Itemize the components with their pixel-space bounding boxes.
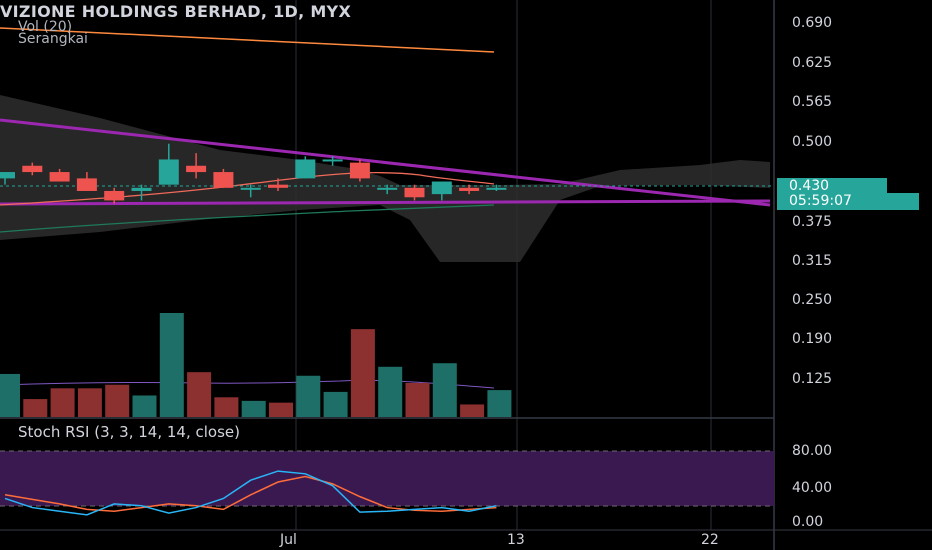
candlesticks	[0, 143, 507, 204]
volume-bar[interactable]	[159, 313, 184, 417]
candle-body[interactable]	[22, 165, 43, 173]
candle-body[interactable]	[131, 187, 152, 191]
volume-bar[interactable]	[405, 382, 430, 417]
candle-body[interactable]	[240, 187, 261, 190]
volume-bar[interactable]	[0, 373, 20, 417]
candle-body[interactable]	[186, 165, 207, 173]
stoch-tick: 80.00	[792, 443, 833, 459]
price-tick: 0.250	[792, 292, 833, 308]
volume-bar[interactable]	[432, 363, 457, 417]
price-tick: 0.690	[792, 15, 833, 31]
orange-trendline	[0, 27, 495, 53]
candle-body[interactable]	[486, 187, 507, 190]
candle-body[interactable]	[158, 159, 179, 185]
descending-trendline	[0, 118, 771, 207]
stoch-rsi-lines	[4, 470, 497, 516]
volume-bar[interactable]	[50, 388, 75, 417]
volume-bar[interactable]	[105, 384, 130, 417]
candle-body[interactable]	[404, 187, 425, 198]
candle-body[interactable]	[431, 181, 452, 195]
volume-bar[interactable]	[487, 390, 512, 417]
volume-bar[interactable]	[323, 391, 348, 417]
time-tick-13: 13	[507, 532, 525, 548]
candle-body[interactable]	[322, 159, 343, 162]
stoch-d-line	[4, 475, 497, 512]
stoch-tick: 40.00	[792, 480, 833, 496]
price-tick: 0.190	[792, 331, 833, 347]
price-tick: 0.125	[792, 371, 833, 387]
volume-bar[interactable]	[241, 400, 266, 417]
stoch-k-line	[4, 470, 497, 516]
volume-legend[interactable]: Vol (20)	[18, 19, 73, 35]
stoch-tick: 0.00	[792, 514, 824, 530]
short-ma-line	[0, 171, 495, 206]
candle-body[interactable]	[268, 184, 288, 188]
time-tick-jul: Jul	[280, 532, 297, 548]
candle-body[interactable]	[104, 190, 125, 201]
volume-bar[interactable]	[296, 375, 321, 417]
volume-bar[interactable]	[77, 388, 102, 417]
candle-body[interactable]	[76, 178, 97, 191]
price-tick: 0.375	[792, 214, 833, 230]
candle-body[interactable]	[377, 187, 398, 190]
stoch-rsi-legend[interactable]: Stoch RSI (3, 3, 14, 14, close)	[18, 423, 240, 441]
volume-bar[interactable]	[214, 397, 239, 417]
volume-bar[interactable]	[187, 372, 212, 417]
price-tick: 0.625	[792, 55, 833, 71]
candle-body[interactable]	[49, 172, 70, 182]
current-price-badge: 0.430	[777, 178, 887, 195]
candle-body[interactable]	[349, 162, 370, 179]
stoch-band	[0, 451, 774, 506]
bar-countdown-badge: 05:59:07	[777, 193, 919, 210]
candle-body[interactable]	[0, 172, 15, 179]
time-tick-22: 22	[701, 532, 719, 548]
series-legend[interactable]: Serangkai	[18, 31, 88, 47]
candle-body[interactable]	[295, 159, 316, 179]
price-tick: 0.500	[792, 134, 833, 150]
long-ma-line	[0, 204, 495, 233]
volume-bar[interactable]	[460, 404, 485, 417]
volume-bars	[0, 313, 512, 417]
volume-bar[interactable]	[350, 329, 375, 417]
candle-body[interactable]	[213, 172, 234, 188]
volume-ma-line	[0, 379, 495, 389]
symbol-title[interactable]: VIZIONE HOLDINGS BERHAD, 1D, MYX	[0, 2, 352, 21]
volume-bar[interactable]	[269, 402, 293, 417]
price-tick: 0.315	[792, 253, 833, 269]
candle-body[interactable]	[459, 187, 480, 191]
volume-bar[interactable]	[378, 366, 403, 417]
volume-bar[interactable]	[132, 395, 157, 417]
price-tick: 0.565	[792, 94, 833, 110]
volume-bar[interactable]	[23, 399, 48, 417]
shaded-cloud	[0, 95, 770, 262]
support-trendline	[0, 199, 771, 206]
